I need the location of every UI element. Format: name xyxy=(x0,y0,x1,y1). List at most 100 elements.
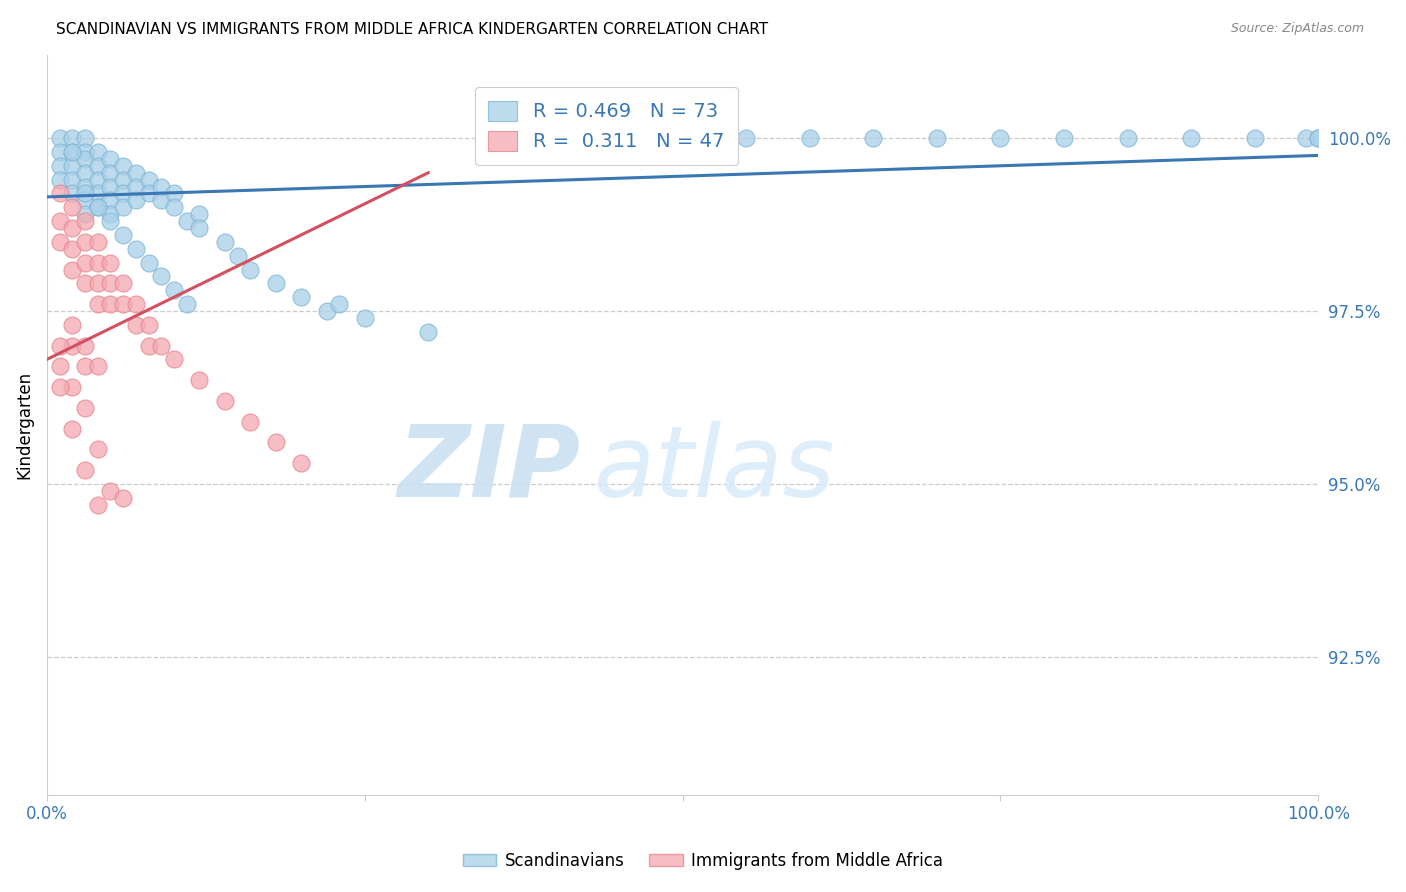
Point xyxy=(60,242,83,256)
Point xyxy=(990,131,1012,145)
Point xyxy=(239,262,262,277)
Point xyxy=(138,186,160,201)
Point xyxy=(188,207,211,221)
Point xyxy=(418,325,440,339)
Point xyxy=(799,131,821,145)
Point xyxy=(60,200,83,214)
Point xyxy=(1295,131,1317,145)
Point xyxy=(100,166,122,180)
Point xyxy=(315,304,337,318)
Point xyxy=(226,249,249,263)
Point xyxy=(328,297,350,311)
Point xyxy=(138,338,160,352)
Point xyxy=(60,421,83,435)
Point xyxy=(73,255,96,269)
Point xyxy=(60,172,83,186)
Point xyxy=(239,415,262,429)
Point xyxy=(73,338,96,352)
Point xyxy=(138,172,160,186)
Point xyxy=(87,200,110,214)
Point xyxy=(73,145,96,159)
Point xyxy=(87,200,110,214)
Point xyxy=(87,159,110,173)
Point xyxy=(100,207,122,221)
Legend: Scandinavians, Immigrants from Middle Africa: Scandinavians, Immigrants from Middle Af… xyxy=(456,846,950,877)
Point xyxy=(100,277,122,291)
Point xyxy=(73,359,96,374)
Point xyxy=(214,393,236,408)
Point xyxy=(112,200,135,214)
Point xyxy=(73,214,96,228)
Point xyxy=(60,221,83,235)
Point xyxy=(1053,131,1076,145)
Point xyxy=(264,435,287,450)
Point xyxy=(60,159,83,173)
Point xyxy=(125,166,148,180)
Point xyxy=(48,235,70,249)
Text: atlas: atlas xyxy=(593,421,835,518)
Point xyxy=(112,186,135,201)
Point xyxy=(87,277,110,291)
Point xyxy=(112,297,135,311)
Point xyxy=(73,186,96,201)
Point xyxy=(188,221,211,235)
Point xyxy=(188,373,211,387)
Point xyxy=(73,207,96,221)
Point xyxy=(125,179,148,194)
Point xyxy=(1116,131,1139,145)
Point xyxy=(112,491,135,505)
Point xyxy=(60,145,83,159)
Point xyxy=(48,159,70,173)
Point xyxy=(163,186,186,201)
Point xyxy=(73,194,96,208)
Legend: R = 0.469   N = 73, R =  0.311   N = 47: R = 0.469 N = 73, R = 0.311 N = 47 xyxy=(475,87,738,165)
Point xyxy=(163,352,186,367)
Point xyxy=(150,194,173,208)
Point xyxy=(48,380,70,394)
Point xyxy=(60,338,83,352)
Point xyxy=(48,186,70,201)
Point xyxy=(112,172,135,186)
Point xyxy=(125,242,148,256)
Point xyxy=(150,269,173,284)
Point xyxy=(353,310,375,325)
Point xyxy=(163,200,186,214)
Point xyxy=(87,359,110,374)
Point xyxy=(73,179,96,194)
Point xyxy=(60,131,83,145)
Point xyxy=(290,456,312,470)
Point xyxy=(60,318,83,332)
Point xyxy=(87,145,110,159)
Point xyxy=(290,290,312,304)
Point xyxy=(73,401,96,415)
Point xyxy=(87,172,110,186)
Point xyxy=(100,179,122,194)
Point xyxy=(73,235,96,249)
Point xyxy=(87,498,110,512)
Point xyxy=(862,131,884,145)
Point xyxy=(1308,131,1330,145)
Point xyxy=(87,186,110,201)
Point xyxy=(112,159,135,173)
Point xyxy=(60,145,83,159)
Point xyxy=(87,442,110,457)
Point xyxy=(60,186,83,201)
Point xyxy=(100,214,122,228)
Point xyxy=(125,297,148,311)
Point xyxy=(138,318,160,332)
Text: ZIP: ZIP xyxy=(398,421,581,518)
Point xyxy=(138,255,160,269)
Point xyxy=(735,131,758,145)
Y-axis label: Kindergarten: Kindergarten xyxy=(15,371,32,479)
Point xyxy=(87,255,110,269)
Point xyxy=(1243,131,1265,145)
Point xyxy=(176,297,198,311)
Point xyxy=(176,214,198,228)
Point xyxy=(73,277,96,291)
Point xyxy=(100,194,122,208)
Point xyxy=(48,131,70,145)
Point xyxy=(163,283,186,297)
Point xyxy=(264,277,287,291)
Point xyxy=(48,145,70,159)
Point xyxy=(48,338,70,352)
